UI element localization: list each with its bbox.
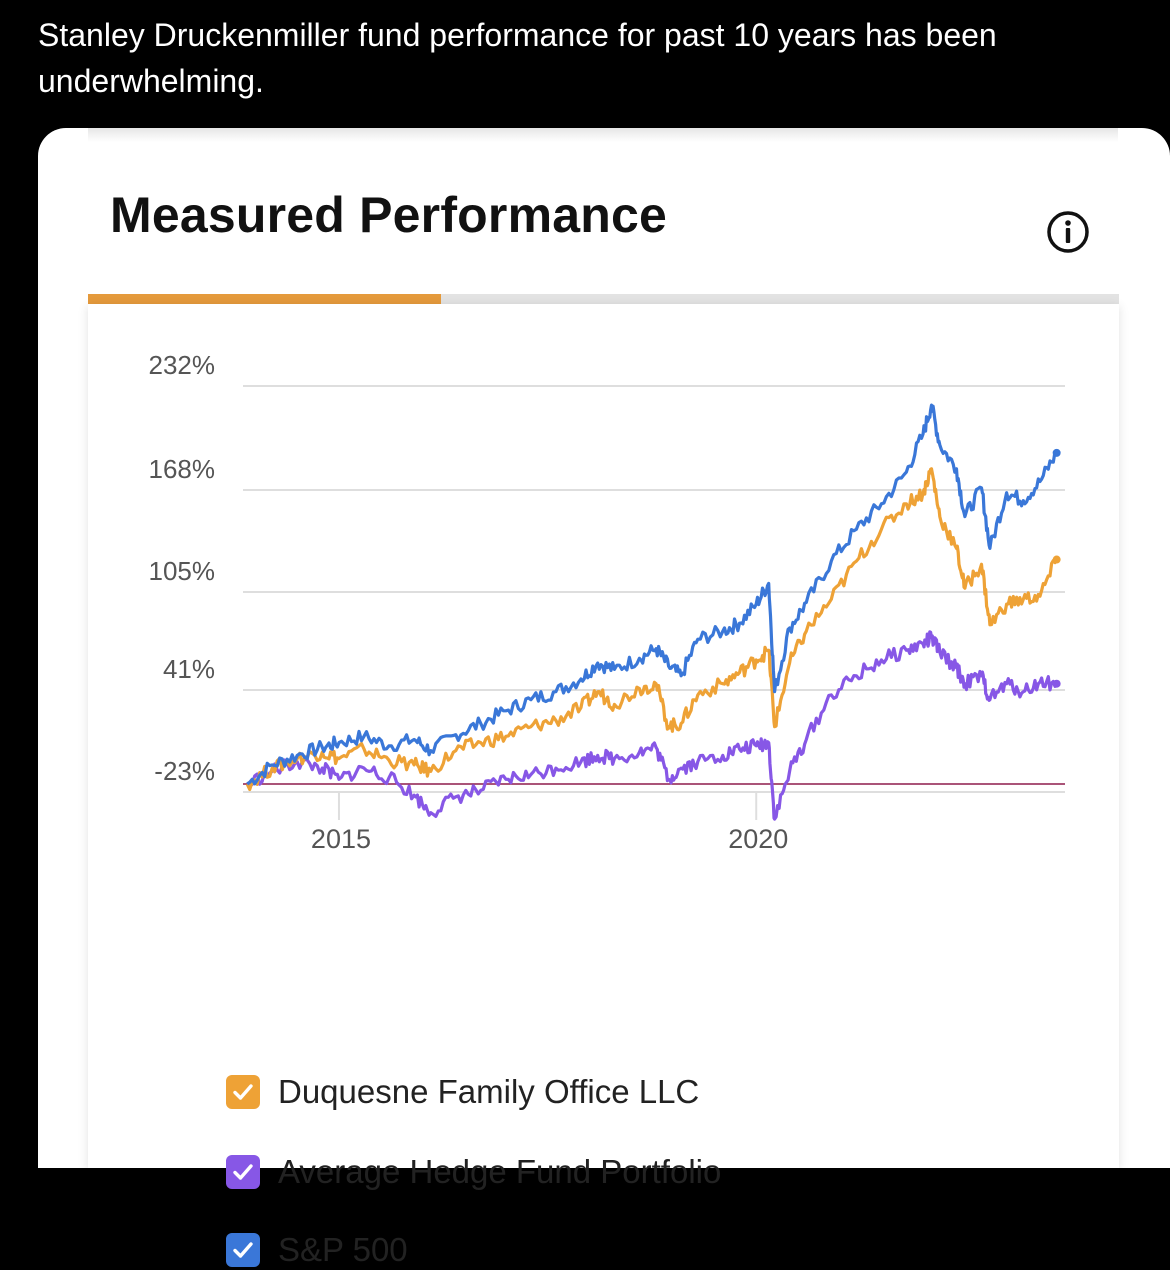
info-circle-icon[interactable] [1046,210,1090,254]
checkmark-icon [233,1084,253,1100]
legend-item-hedge-fund[interactable]: Average Hedge Fund Portfolio [226,1152,721,1192]
tab-indicator-track [88,294,1119,304]
series-end-point-hedge [1052,679,1061,688]
legend-label-duquesne: Duquesne Family Office LLC [278,1073,700,1110]
series-line-hedge [246,630,1059,821]
chart-panel: 232% 168% 105% 41% -23% 2015 2020 Duquesne Fam… [88,304,1119,1268]
checkmark-icon [233,1164,253,1180]
y-tick-label: -23% [154,756,215,786]
y-tick-label: 168% [149,454,216,484]
legend-item-duquesne[interactable]: Duquesne Family Office LLC [226,1072,699,1112]
legend-label-sp500: S&P 500 [278,1231,408,1268]
legend-checkbox-hedge-fund[interactable] [226,1155,260,1189]
series-line-duquesne [245,467,1059,792]
x-tick-label: 2015 [311,824,371,854]
series-end-point-sp500 [1052,448,1061,457]
y-tick-label: 41% [163,654,215,684]
legend-checkbox-sp500[interactable] [226,1233,260,1267]
legend-checkbox-duquesne[interactable] [226,1075,260,1109]
series-line-sp500 [246,403,1058,786]
checkmark-icon [233,1242,253,1258]
performance-chart: 232% 168% 105% 41% -23% 2015 2020 [149,350,1065,854]
performance-card: Measured Performance 232% 168% 105% 41% -23%… [38,128,1170,1268]
legend-label-hedge-fund: Average Hedge Fund Portfolio [278,1153,722,1190]
legend-item-sp500[interactable]: S&P 500 [226,1230,408,1270]
y-tick-label: 232% [149,350,216,380]
card-top-shadow [88,128,1118,142]
post-text: Stanley Druckenmiller fund performance f… [38,17,997,99]
x-tick-label: 2020 [728,824,788,854]
card-title: Measured Performance [110,187,668,243]
tab-indicator-active[interactable] [88,294,441,304]
y-tick-label: 105% [149,556,216,586]
series-end-point-duquesne [1052,555,1061,564]
